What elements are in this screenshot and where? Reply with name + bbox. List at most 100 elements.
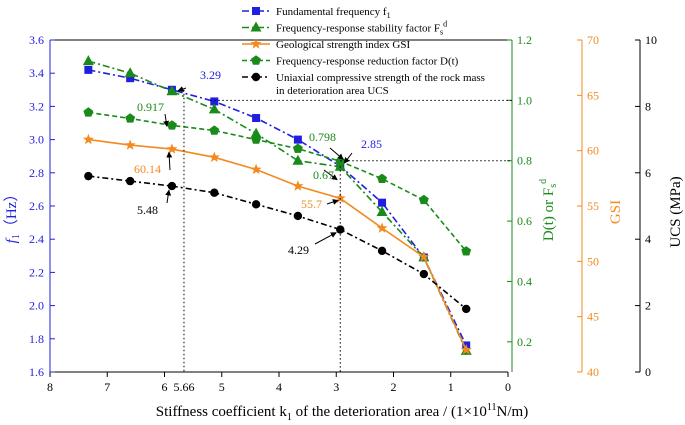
- annotation: 3.29: [177, 68, 221, 92]
- gsi-tick-label: 60: [587, 144, 599, 158]
- data-point: [124, 67, 136, 78]
- series-4: [84, 171, 471, 314]
- f1-tick-label: 2.2: [29, 265, 44, 279]
- f1-tick-label: 2.0: [29, 299, 44, 313]
- gsi-tick-label: 55: [587, 199, 599, 213]
- data-point: [250, 127, 262, 138]
- data-point: [208, 103, 220, 114]
- legend-label: Fundamental frequency f1: [276, 6, 391, 20]
- data-point: [334, 192, 346, 203]
- dt-tick-label: 1.2: [517, 33, 532, 47]
- annotation: 4.29: [288, 232, 337, 257]
- data-point: [124, 139, 136, 150]
- series-line: [88, 138, 467, 351]
- data-point: [83, 107, 94, 117]
- legend-label-line2: in deterioration area UCS: [276, 85, 389, 97]
- legend-entry: Fundamental frequency f1: [242, 6, 391, 20]
- data-point: [460, 344, 472, 355]
- series-line: [88, 69, 467, 346]
- f1-tick-label: 3.2: [29, 99, 44, 113]
- annotation-arrow: [163, 113, 170, 128]
- data-point: [461, 246, 472, 256]
- legend-entry: Uniaxial compressive strength of the roc…: [242, 72, 485, 97]
- x-axis-title: Stiffness coefficient k1 of the deterior…: [156, 402, 528, 423]
- f1-tick-label: 2.8: [29, 166, 44, 180]
- series-line: [88, 111, 467, 252]
- legend: Fundamental frequency f1Frequency-respon…: [242, 6, 485, 97]
- axes-layer: 8 7 6 5 4 3 2 1 05.661.61.82.02.22.42.62.83.03.2…: [29, 33, 657, 394]
- f1-tick-label: 3.6: [29, 33, 44, 47]
- data-point: [167, 181, 177, 191]
- data-point: [166, 143, 178, 154]
- data-point: [376, 206, 388, 217]
- annotation-label: 5.48: [137, 203, 158, 217]
- data-point: [334, 160, 346, 171]
- annotation-arrow: [329, 147, 344, 160]
- data-point: [167, 120, 177, 130]
- gsi-tick-label: 45: [587, 310, 599, 324]
- gsi-axis-title: GSI: [608, 200, 624, 224]
- dt-tick-label: 0.8: [517, 154, 532, 168]
- annotation-arrow: [314, 232, 337, 245]
- legend-label: Frequency-response stability factor Fsd: [276, 20, 447, 37]
- data-point: [292, 143, 303, 153]
- dt-tick-label: 0.4: [517, 274, 532, 288]
- legend-entry: Frequency-response stability factor Fsd: [242, 20, 447, 37]
- data-point: [210, 97, 219, 106]
- x-tick-label: 4: [276, 380, 282, 394]
- annotations-layer: 3.29 0.917 0.798 2.85 0.67 60.14 55.7 5.48 4.29: [134, 68, 382, 257]
- data-point: [208, 151, 220, 162]
- data-point: [376, 222, 388, 233]
- f1-tick-label: 3.0: [29, 133, 44, 147]
- data-point: [209, 125, 220, 135]
- annotation-label: 0.917: [137, 100, 164, 114]
- annotation: 0.67: [313, 168, 338, 182]
- ucs-tick-label: 6: [645, 166, 651, 180]
- legend-label: Geological strength index GSI: [276, 39, 410, 51]
- legend-label: Frequency-response reduction factor D(t): [276, 56, 459, 68]
- data-point: [336, 225, 345, 234]
- data-point: [418, 251, 430, 262]
- annotation-label: 0.67: [313, 168, 334, 182]
- legend-entry: Frequency-response reduction factor D(t): [242, 55, 459, 68]
- data-point: [210, 188, 219, 197]
- annotation-label: 4.29: [288, 243, 309, 257]
- data-point: [462, 304, 471, 314]
- x-tick-label: 8: [47, 380, 53, 394]
- data-point: [418, 194, 429, 205]
- annotation-label: 60.14: [134, 162, 161, 176]
- annotation-label: 3.29: [200, 68, 221, 82]
- f1-tick-label: 2.6: [29, 199, 44, 213]
- data-point: [125, 176, 135, 186]
- dt-tick-label: 0.2: [517, 335, 532, 349]
- f1-axis-title: f1（Hz）: [3, 187, 22, 244]
- annotation-arrow: [177, 86, 187, 92]
- annotation-label: 55.7: [301, 197, 322, 211]
- series-layer: [82, 55, 472, 355]
- legend-marker: [250, 38, 262, 49]
- annotation: 0.798: [309, 130, 344, 160]
- ucs-axis-title: UCS (MPa): [668, 176, 684, 247]
- f1-tick-label: 1.8: [29, 332, 44, 346]
- x-tick-label: 6: [162, 380, 168, 394]
- data-point: [126, 74, 135, 83]
- x-tick-label: 2: [391, 380, 397, 394]
- annotation: 5.48: [137, 189, 172, 217]
- legend-marker: [252, 7, 260, 15]
- legend-label: Uniaxial compressive strength of the roc…: [276, 72, 485, 84]
- gsi-tick-label: 40: [587, 365, 599, 379]
- legend-entry: Geological strength index GSI: [242, 38, 410, 51]
- ucs-tick-label: 2: [645, 299, 651, 313]
- gsi-tick-label: 50: [587, 254, 599, 268]
- data-point: [251, 200, 261, 209]
- data-point: [252, 114, 261, 123]
- annotation-label: 0.798: [309, 130, 336, 144]
- x-extra-tick-label: 5.66: [173, 380, 194, 394]
- f1-tick-label: 1.6: [29, 365, 44, 379]
- data-point: [293, 211, 303, 221]
- annotation: 55.7: [301, 197, 339, 211]
- f1-tick-label: 3.4: [29, 66, 44, 80]
- annotation-label: 2.85: [361, 137, 382, 151]
- ucs-tick-label: 0: [645, 365, 651, 379]
- series-3: [83, 107, 472, 256]
